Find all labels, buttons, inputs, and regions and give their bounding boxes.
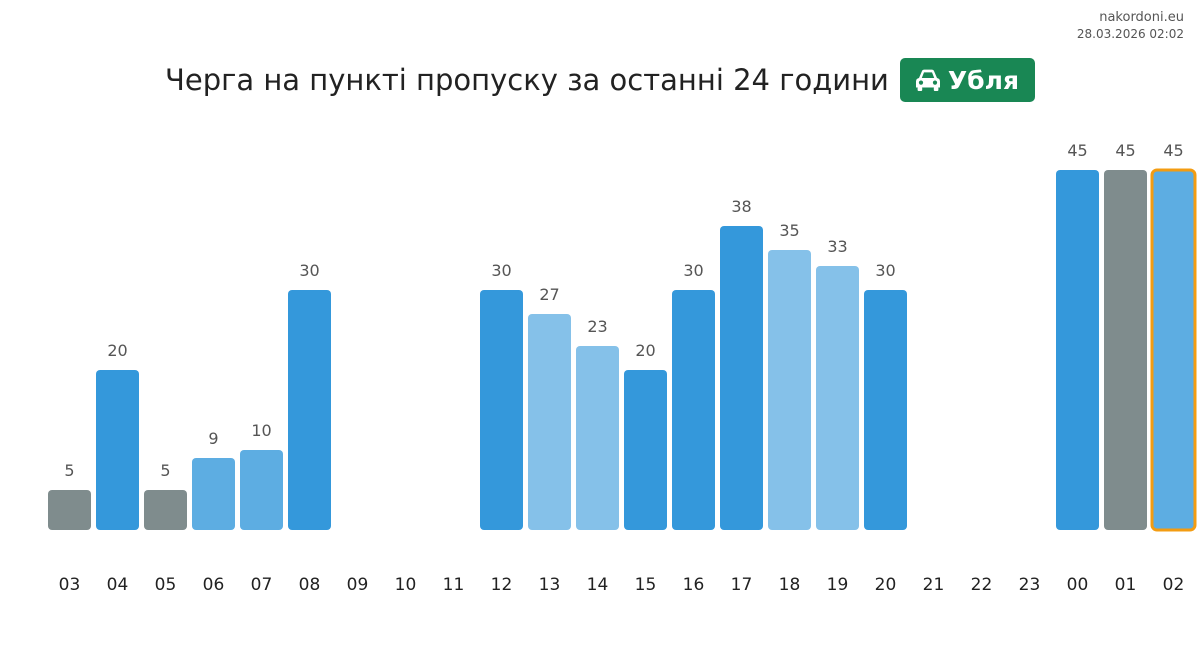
x-tick-label: 03 (59, 575, 81, 595)
data-label: 30 (299, 261, 319, 280)
data-label: 38 (731, 197, 751, 216)
source-site: nakordoni.eu (1099, 10, 1184, 25)
bar[interactable] (528, 314, 571, 530)
bar[interactable] (720, 226, 763, 530)
bar[interactable] (864, 290, 907, 530)
data-label: 23 (587, 317, 607, 336)
data-label: 5 (160, 461, 170, 480)
bar[interactable] (288, 290, 331, 530)
data-label: 30 (491, 261, 511, 280)
x-tick-label: 02 (1163, 575, 1185, 595)
x-tick-label: 05 (155, 575, 177, 595)
x-tick-label: 13 (539, 575, 561, 595)
data-label: 9 (208, 429, 218, 448)
x-tick-label: 20 (875, 575, 897, 595)
x-tick-label: 08 (299, 575, 321, 595)
car-icon (915, 69, 940, 91)
x-tick-label: 17 (731, 575, 753, 595)
bar-current-hour[interactable] (1150, 168, 1197, 532)
data-label: 20 (107, 341, 127, 360)
data-label: 27 (539, 285, 559, 304)
data-label: 30 (875, 261, 895, 280)
bar[interactable] (1056, 170, 1099, 530)
data-label: 35 (779, 221, 799, 240)
source-timestamp: 28.03.2026 02:02 (1076, 27, 1184, 41)
data-label: 10 (251, 421, 271, 440)
data-label: 45 (1115, 141, 1135, 160)
x-tick-label: 23 (1019, 575, 1041, 595)
bar[interactable] (192, 458, 235, 530)
bar[interactable] (96, 370, 139, 530)
bar[interactable] (672, 290, 715, 530)
bar[interactable] (816, 266, 859, 530)
header: Черга на пункті пропуску за останні 24 г… (0, 58, 1200, 102)
x-tick-label: 04 (107, 575, 129, 595)
bar[interactable] (480, 290, 523, 530)
x-tick-label: 19 (827, 575, 849, 595)
x-tick-label: 00 (1067, 575, 1089, 595)
bar[interactable] (144, 490, 187, 530)
x-tick-label: 01 (1115, 575, 1137, 595)
x-tick-label: 09 (347, 575, 369, 595)
data-label: 5 (64, 461, 74, 480)
chart-title: Черга на пункті пропуску за останні 24 г… (164, 63, 889, 97)
bar[interactable] (1104, 170, 1147, 530)
x-tick-label: 06 (203, 575, 225, 595)
bar[interactable] (768, 250, 811, 530)
data-label: 20 (635, 341, 655, 360)
x-tick-label: 11 (443, 575, 465, 595)
x-tick-label: 16 (683, 575, 705, 595)
bar[interactable] (624, 370, 667, 530)
data-label: 45 (1163, 141, 1183, 160)
x-tick-label: 10 (395, 575, 417, 595)
source-info: nakordoni.eu 28.03.2026 02:02 (1077, 9, 1184, 43)
data-label: 30 (683, 261, 703, 280)
x-tick-label: 22 (971, 575, 993, 595)
bar[interactable] (240, 450, 283, 530)
x-tick-label: 15 (635, 575, 657, 595)
bar[interactable] (576, 346, 619, 530)
x-tick-label: 18 (779, 575, 801, 595)
bar[interactable] (48, 490, 91, 530)
data-label: 33 (827, 237, 847, 256)
x-tick-label: 07 (251, 575, 273, 595)
data-label: 45 (1067, 141, 1087, 160)
x-tick-label: 14 (587, 575, 609, 595)
badge-label: Убля (947, 65, 1019, 95)
checkpoint-badge: Убля (899, 58, 1035, 102)
x-tick-label: 12 (491, 575, 513, 595)
x-tick-label: 21 (923, 575, 945, 595)
